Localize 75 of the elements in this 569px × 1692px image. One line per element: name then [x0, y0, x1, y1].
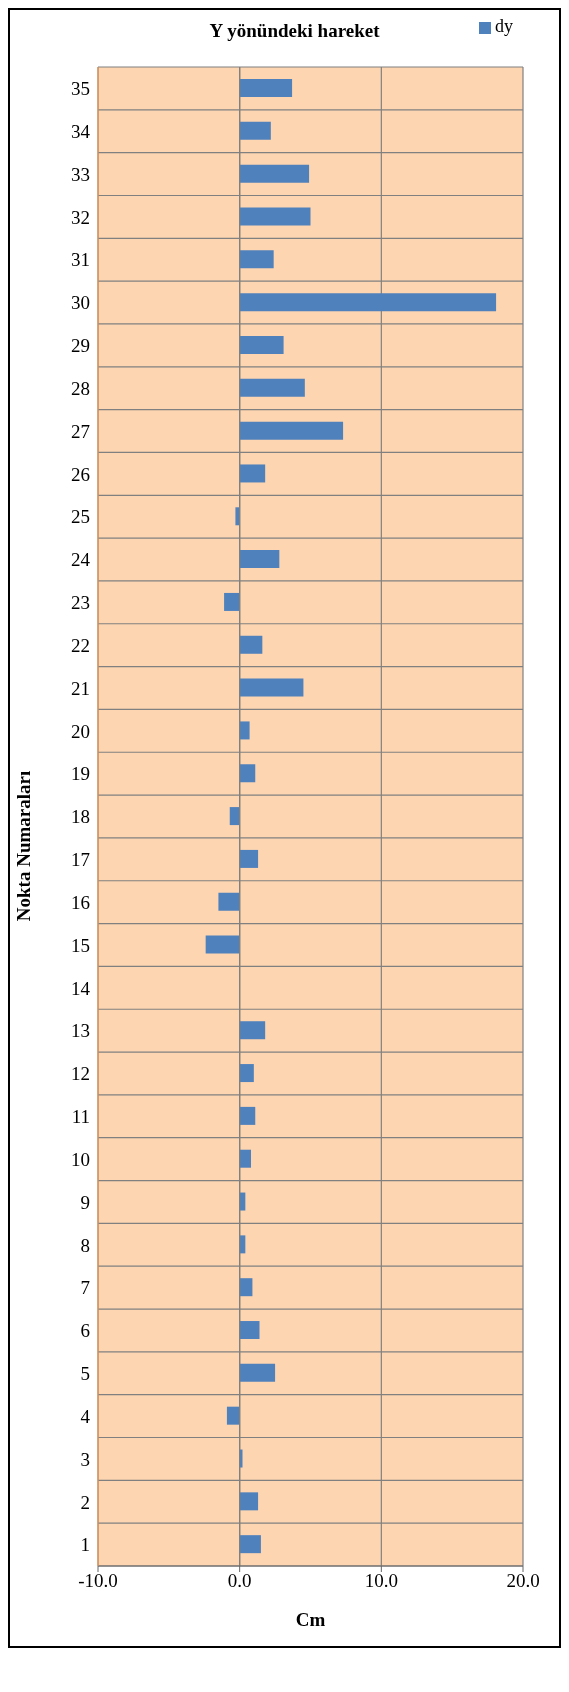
y-tick-label: 6 — [80, 1320, 90, 1342]
bar — [239, 421, 344, 440]
bar — [239, 293, 497, 312]
bar — [239, 121, 271, 140]
y-tick-label: 1 — [80, 1534, 90, 1556]
y-tick-label: 5 — [80, 1363, 90, 1385]
bar — [239, 1535, 261, 1554]
y-axis-title: Nokta Numaraları — [13, 770, 35, 922]
y-tick-label: 25 — [71, 506, 90, 528]
y-tick-label: 21 — [71, 677, 90, 699]
bar — [239, 635, 263, 654]
y-tick-label: 16 — [71, 891, 90, 913]
x-tick-label: -10.0 — [78, 1570, 118, 1592]
bar — [218, 892, 240, 911]
y-tick-label: 20 — [71, 720, 90, 742]
y-tick-label: 12 — [71, 1063, 90, 1085]
y-tick-label: 10 — [71, 1148, 90, 1170]
y-tick-label: 14 — [71, 977, 91, 999]
y-tick-label: 19 — [71, 763, 90, 785]
y-tick-label: 13 — [71, 1020, 90, 1042]
bar — [239, 1492, 259, 1511]
bar — [239, 550, 280, 569]
x-axis-title: Cm — [295, 1609, 326, 1630]
bar — [239, 1278, 253, 1297]
x-tick-label: 10.0 — [364, 1570, 398, 1592]
bar — [239, 1449, 243, 1468]
bar — [239, 678, 304, 697]
y-tick-label: 31 — [71, 249, 90, 271]
bar — [239, 1321, 260, 1340]
y-tick-label: 27 — [71, 420, 90, 442]
bar — [229, 807, 240, 826]
y-tick-label: 4 — [80, 1405, 91, 1427]
y-tick-label: 15 — [71, 934, 90, 956]
bar — [239, 721, 250, 740]
bar — [239, 849, 259, 868]
x-tick-label: 0.0 — [227, 1570, 252, 1592]
y-tick-label: 32 — [71, 206, 90, 228]
bar — [239, 1021, 266, 1040]
y-tick-label: 7 — [80, 1277, 90, 1299]
y-tick-label: 2 — [80, 1491, 90, 1513]
bar — [235, 507, 240, 526]
chart-title: Y yönündeki hareket — [209, 20, 380, 41]
bar — [239, 164, 310, 183]
y-tick-label: 26 — [71, 463, 90, 485]
y-tick-label: 8 — [80, 1234, 90, 1256]
bar — [239, 1363, 276, 1382]
bar — [239, 464, 266, 483]
bar — [205, 935, 240, 954]
y-tick-label: 3 — [80, 1448, 90, 1470]
y-tick-label: 18 — [71, 806, 90, 828]
y-tick-label: 11 — [71, 1106, 90, 1128]
x-tick-label: 20.0 — [506, 1570, 540, 1592]
y-tick-label: 34 — [71, 120, 91, 142]
bar — [239, 764, 256, 783]
y-tick-label: 35 — [71, 78, 90, 100]
bar — [224, 592, 240, 611]
y-tick-label: 24 — [71, 549, 91, 571]
bar — [239, 79, 293, 97]
y-tick-label: 17 — [71, 849, 90, 871]
legend-label: dy — [495, 16, 513, 36]
y-tick-label: 22 — [71, 634, 90, 656]
y-tick-label: 33 — [71, 163, 90, 185]
y-tick-label: 30 — [71, 292, 90, 314]
bar — [239, 378, 305, 397]
bar — [239, 250, 274, 269]
bar — [239, 335, 284, 354]
bar — [239, 1149, 251, 1168]
y-tick-label: 9 — [80, 1191, 90, 1213]
y-tick-label: 29 — [71, 335, 90, 357]
bar — [239, 1064, 254, 1083]
bar — [239, 1106, 256, 1125]
y-tick-label: 23 — [71, 592, 90, 614]
y-tick-label: 28 — [71, 377, 90, 399]
bar — [226, 1406, 240, 1425]
bar — [239, 207, 311, 226]
